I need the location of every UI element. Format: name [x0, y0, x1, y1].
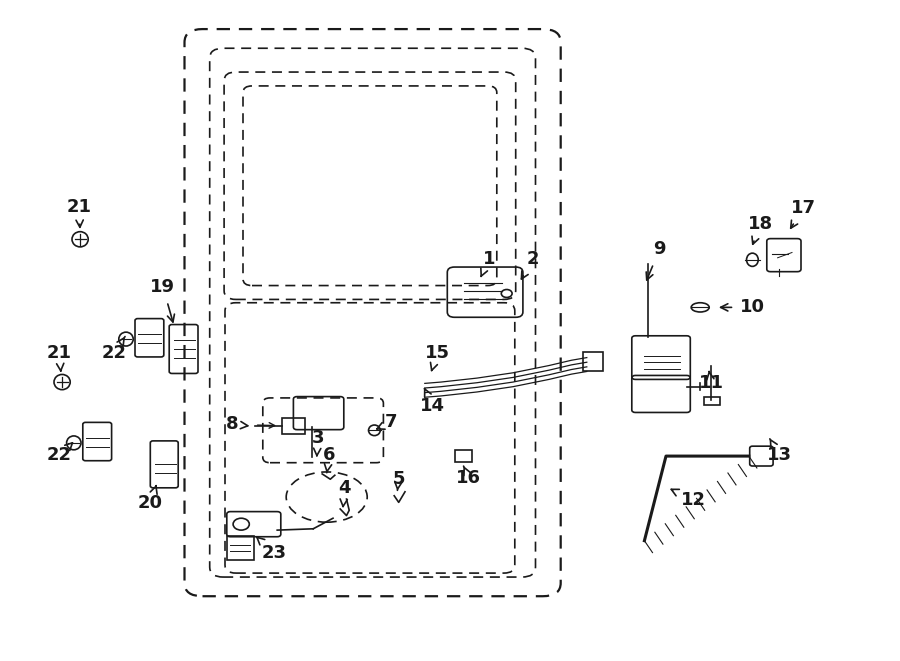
Text: 11: 11 — [698, 371, 724, 393]
Text: 4: 4 — [338, 479, 351, 506]
Text: 22: 22 — [47, 443, 73, 465]
Text: 6: 6 — [323, 446, 336, 473]
Bar — [704, 397, 720, 405]
Text: 8: 8 — [226, 415, 248, 434]
Text: 10: 10 — [721, 298, 765, 317]
Text: 3: 3 — [311, 428, 324, 455]
Text: 18: 18 — [748, 215, 773, 244]
Text: 22: 22 — [102, 336, 127, 362]
Bar — [583, 352, 603, 371]
Text: 21: 21 — [67, 198, 92, 227]
Text: 21: 21 — [47, 344, 72, 371]
Text: 7: 7 — [377, 413, 398, 432]
Bar — [455, 450, 472, 462]
Text: 15: 15 — [425, 344, 450, 371]
Text: 2: 2 — [521, 250, 539, 279]
Text: 12: 12 — [671, 489, 706, 510]
Bar — [282, 418, 305, 434]
Text: 20: 20 — [138, 486, 163, 512]
Text: 13: 13 — [767, 439, 792, 465]
Bar — [227, 536, 254, 560]
Text: 5: 5 — [392, 469, 405, 490]
Text: 16: 16 — [456, 466, 482, 487]
Text: 9: 9 — [646, 240, 666, 280]
Text: 1: 1 — [481, 250, 495, 276]
Text: 19: 19 — [150, 278, 176, 322]
Text: 14: 14 — [420, 389, 446, 415]
Text: 23: 23 — [256, 537, 287, 563]
Text: 17: 17 — [791, 198, 816, 228]
